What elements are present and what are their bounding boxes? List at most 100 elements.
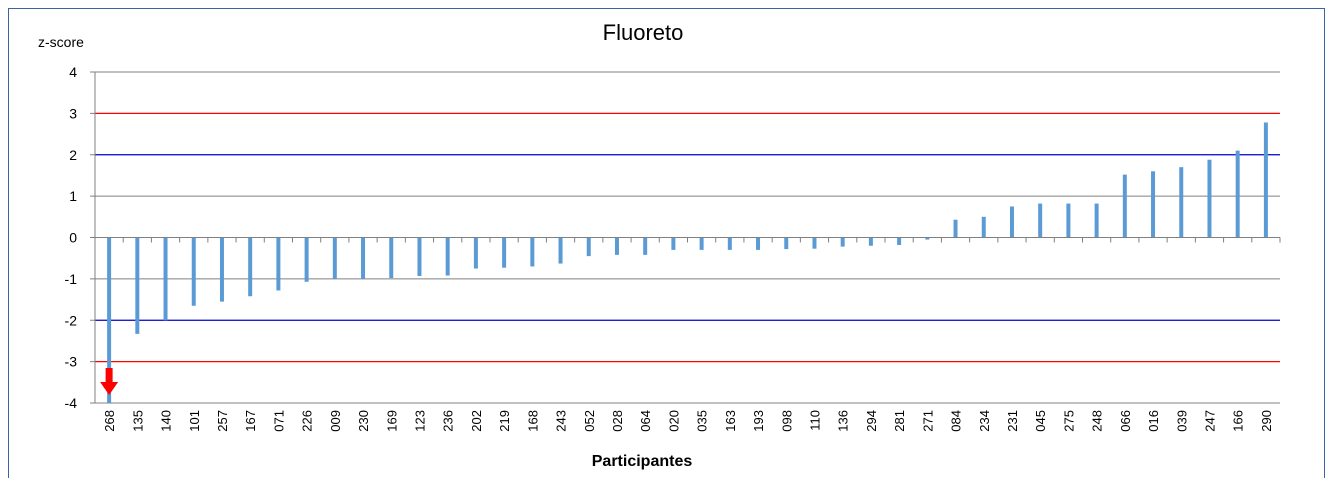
bar-066	[1122, 174, 1127, 238]
bar-268	[107, 237, 112, 403]
x-tick-label: 101	[187, 410, 202, 432]
x-tick-label: 136	[836, 410, 851, 432]
y-tick-label: -3	[65, 354, 78, 370]
bar-275	[1066, 203, 1071, 238]
red-down-arrow-icon	[100, 368, 119, 395]
bar-248	[1094, 203, 1099, 238]
x-tick-label: 039	[1174, 410, 1189, 432]
bar-028	[614, 237, 619, 255]
y-tick-label: -1	[65, 271, 78, 287]
bar-202	[473, 237, 478, 269]
x-tick-label: 084	[949, 410, 964, 432]
x-tick-label: 268	[102, 410, 117, 432]
bar-140	[163, 237, 168, 321]
bar-290	[1263, 122, 1268, 238]
bars	[107, 122, 1268, 403]
x-tick-label: 009	[328, 410, 343, 432]
bar-247	[1207, 159, 1212, 238]
bar-035	[699, 237, 704, 250]
x-tick-label: 294	[864, 410, 879, 432]
x-tick-label: 140	[159, 410, 174, 432]
x-tick-label: 243	[554, 410, 569, 432]
y-tick-label: 4	[69, 64, 77, 80]
x-tick-label: 135	[130, 410, 145, 432]
x-tick-label: 169	[384, 410, 399, 432]
bar-123	[417, 237, 422, 276]
bar-071	[276, 237, 281, 291]
bar-016	[1151, 171, 1156, 238]
bar-135	[135, 237, 140, 334]
y-tick-label: 0	[69, 230, 77, 246]
axes	[90, 71, 1281, 404]
x-tick-label: 281	[892, 410, 907, 432]
bar-219	[502, 237, 507, 268]
y-tick-labels: 4 3 2 1 0 -1 -2 -3 -4	[65, 64, 78, 411]
bar-163	[727, 237, 732, 250]
x-tick-label: 071	[271, 410, 286, 432]
bar-257	[219, 237, 224, 302]
x-tick-label: 257	[215, 410, 230, 432]
x-tick-label: 016	[1146, 410, 1161, 432]
x-tick-label: 123	[412, 410, 427, 432]
x-tick-label: 202	[469, 410, 484, 432]
arrow-head	[100, 382, 119, 395]
x-tick-label: 163	[723, 410, 738, 432]
x-tick-label: 167	[243, 410, 258, 432]
bar-234	[981, 216, 986, 238]
bar-169	[389, 237, 394, 279]
annotations	[100, 368, 119, 395]
x-tick-label: 028	[610, 410, 625, 432]
reference-lines	[95, 112, 1280, 363]
bar-271	[925, 237, 930, 240]
y-tick-label: 1	[69, 188, 77, 204]
x-tick-label: 230	[356, 410, 371, 432]
x-tick-label: 193	[751, 410, 766, 432]
x-tick-labels: 268 135 140 101 257 167 071 226 009 230 169 123 236 2…	[102, 410, 1274, 432]
bar-045	[1038, 203, 1043, 238]
bar-098	[784, 237, 789, 250]
bar-020	[671, 237, 676, 250]
x-tick-label: 064	[638, 410, 653, 432]
bar-193	[756, 237, 761, 250]
x-tick-label: 234	[977, 410, 992, 432]
chart-frame	[8, 8, 1325, 478]
bar-101	[191, 237, 196, 306]
y-tick-label: -4	[65, 395, 78, 411]
y-tick-label: 3	[69, 105, 77, 121]
x-tick-label: 110	[807, 410, 822, 431]
bar-110	[812, 237, 817, 249]
bar-039	[1179, 167, 1184, 238]
x-tick-label: 236	[441, 410, 456, 432]
chart-title: Fluoreto	[603, 20, 684, 45]
x-tick-label: 045	[1033, 410, 1048, 432]
x-tick-label: 052	[582, 410, 597, 432]
bar-136	[840, 237, 845, 247]
y-axis-label: z-score	[38, 34, 84, 50]
x-axis-label: Participantes	[592, 453, 693, 470]
x-tick-label: 166	[1231, 410, 1246, 432]
x-tick-label: 020	[666, 410, 681, 432]
x-tick-label: 248	[1090, 410, 1105, 432]
x-tick-label: 066	[1118, 410, 1133, 432]
x-tick-label: 247	[1202, 410, 1217, 432]
bar-084	[953, 219, 958, 238]
x-tick-label: 275	[1061, 410, 1076, 432]
bar-064	[643, 237, 648, 255]
x-tick-label: 226	[300, 410, 315, 432]
x-tick-label: 231	[1005, 410, 1020, 432]
bar-281	[897, 237, 902, 245]
y-tick-label: -2	[65, 312, 78, 328]
gridlines	[95, 71, 1280, 404]
y-tick-label: 2	[69, 147, 77, 163]
bar-167	[248, 237, 253, 297]
bar-230	[361, 237, 366, 279]
x-tick-label: 035	[695, 410, 710, 432]
x-tick-label: 168	[525, 410, 540, 432]
x-tick-label: 098	[779, 410, 794, 432]
x-tick-label: 271	[920, 410, 935, 432]
bar-226	[304, 237, 309, 282]
x-tick-label: 290	[1259, 410, 1274, 432]
bar-243	[558, 237, 563, 264]
arrow-shaft	[105, 368, 113, 383]
